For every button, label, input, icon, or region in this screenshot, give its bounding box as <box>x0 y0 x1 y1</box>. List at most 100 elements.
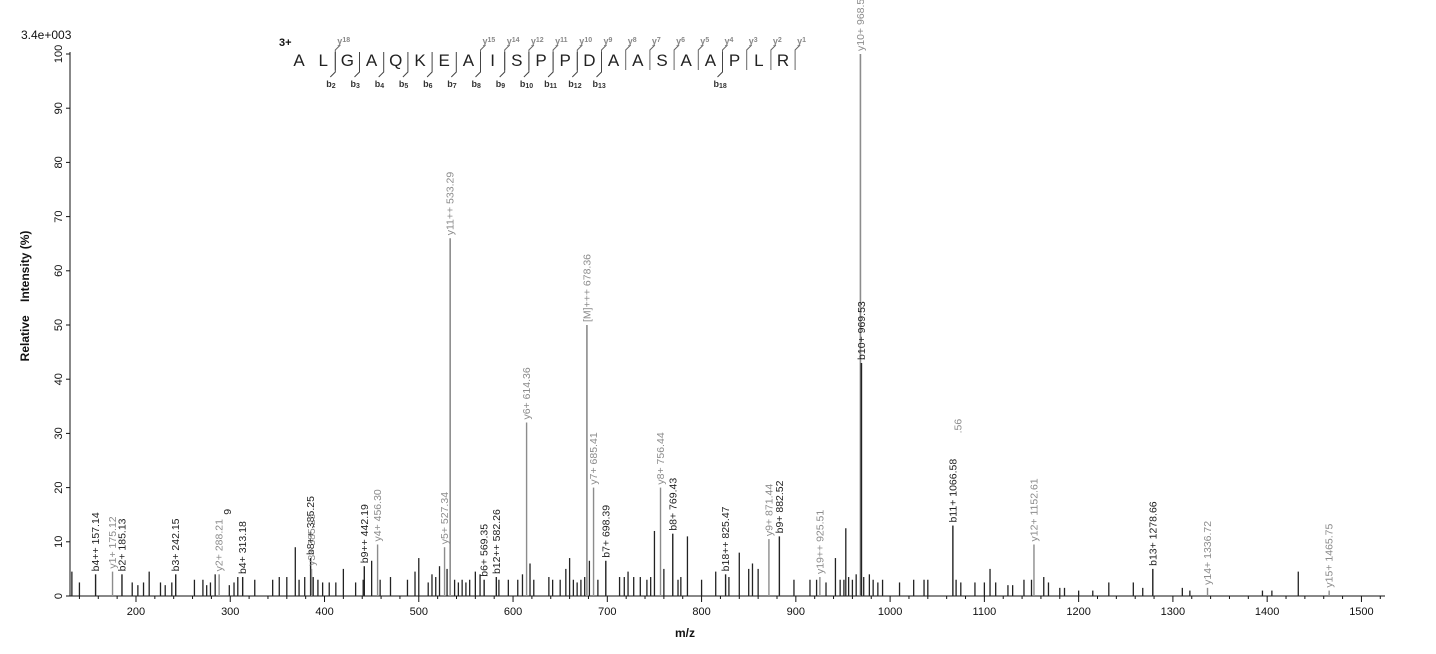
peak-label: b2+ 185.13 <box>116 518 128 571</box>
b-ion-letter: b <box>399 79 405 89</box>
x-tick-label: 1200 <box>1066 606 1090 618</box>
y-tick-label: 100 <box>53 45 65 63</box>
y-ion-marker: y9 <box>604 36 613 46</box>
b-ion-bracket <box>402 52 409 78</box>
y-ion-letter: y <box>555 36 560 46</box>
x-tick-label: 400 <box>315 606 333 618</box>
x-tick-label: 1300 <box>1161 606 1185 618</box>
y-ion-marker: y2 <box>773 36 782 46</box>
y-ion-letter: y <box>797 36 802 46</box>
y-tick-label: 30 <box>53 427 65 439</box>
y-ion-letter: y <box>579 36 584 46</box>
y-ion-number: 9 <box>609 37 613 44</box>
x-tick-label: 900 <box>787 606 805 618</box>
b-ion-letter: b <box>520 79 526 89</box>
y-ion-marker: y8 <box>628 36 637 46</box>
y-tick-label: 50 <box>53 319 65 331</box>
y-ion-number: 5 <box>705 37 709 44</box>
peak-label: b8++ 385.25 <box>305 496 317 555</box>
sequence-residue: A <box>681 51 693 70</box>
peak-label: b7+ 698.39 <box>600 505 612 558</box>
y-tick-label: 0 <box>53 593 65 599</box>
b-ion-bracket <box>717 52 723 78</box>
sequence-residue: Q <box>389 51 402 70</box>
b-ion-letter: b <box>593 79 599 89</box>
y-ion-bracket <box>552 44 559 70</box>
x-tick-label: 1400 <box>1255 606 1279 618</box>
peak-label: b4++ 157.14 <box>90 512 102 571</box>
x-tick-label: 1000 <box>878 606 902 618</box>
y-axis-ticks: 0 10 20 30 40 50 60 70 80 90 100 <box>53 45 70 599</box>
y-ion-number: 4 <box>730 37 734 44</box>
b-ion-marker: b2 <box>326 79 336 90</box>
sequence-residue: R <box>777 51 789 70</box>
b-ion-marker: b3 <box>351 79 361 90</box>
b-ion-marker: b5 <box>399 79 409 90</box>
b-ion-letter: b <box>351 79 357 89</box>
y-ion-letter: y <box>700 36 705 46</box>
peak-label: [M]+++ 678.36 <box>581 254 593 322</box>
peak-label: b8+ 769.43 <box>667 478 679 531</box>
y-ion-letter: y <box>507 36 512 46</box>
sequence-residue: A <box>293 51 305 70</box>
y-ion-letter: y <box>676 36 681 46</box>
peak-label: b12++ 582.26 <box>491 509 503 574</box>
y-ion-marker: y15 <box>483 36 496 46</box>
b-ion-marker: b6 <box>423 79 433 90</box>
charge-state-label: 3+ <box>279 37 292 49</box>
sequence-residue: S <box>656 51 667 70</box>
y-ion-bracket <box>649 44 656 70</box>
y-ion-bracket <box>722 44 728 70</box>
y-ion-number: 14 <box>512 37 520 44</box>
b-ion-number: 9 <box>501 83 505 90</box>
x-tick-label: 1500 <box>1349 606 1373 618</box>
b-ion-bracket <box>450 52 457 78</box>
y-ion-letter: y <box>725 36 730 46</box>
y-ion-number: 3 <box>754 37 758 44</box>
intensity-scale-label: 3.4e+003 <box>21 28 72 42</box>
b-ion-marker: b7 <box>447 79 457 90</box>
y-ion-letter: y <box>628 36 633 46</box>
peak-label: y14+ 1336.72 <box>1202 521 1214 585</box>
sequence-residue: L <box>318 51 327 70</box>
peak-label: b11+ 1066.58 <box>947 459 959 523</box>
y-ion-marker: y7 <box>652 36 661 46</box>
b-ion-bracket <box>378 52 385 78</box>
b-ion-bracket <box>547 52 554 78</box>
b-ion-marker: b10 <box>520 79 533 90</box>
b-ion-bracket <box>426 52 433 78</box>
y-ion-marker: y11 <box>555 36 568 46</box>
y-ion-letter: y <box>604 36 609 46</box>
y-ion-bracket <box>528 44 535 70</box>
peak-label: y4+ 456.30 <box>372 489 384 541</box>
b-ion-bracket <box>475 52 481 78</box>
b-ion-letter: b <box>544 79 550 89</box>
b-ion-number: 6 <box>429 83 433 90</box>
peak-label: y6+ 614.36 <box>521 367 533 419</box>
b-ion-marker: b4 <box>375 79 385 90</box>
y-ion-number: 8 <box>633 37 637 44</box>
y-ion-bracket <box>504 44 511 70</box>
peak-label: y10+ 968.51 <box>855 0 867 51</box>
b-ion-marker: b13 <box>593 79 606 90</box>
b-ion-bracket <box>523 52 530 78</box>
b-ion-marker: b12 <box>568 79 581 90</box>
peak-label: y11++ 533.29 <box>445 172 457 236</box>
x-tick-label: 200 <box>127 606 145 618</box>
peak-label: y2+ 288.21 <box>214 519 226 571</box>
b-ion-marker: b11 <box>544 79 557 90</box>
b-ion-letter: b <box>568 79 574 89</box>
b-ion-number: 3 <box>356 83 360 90</box>
y-ion-letter: y <box>483 36 488 46</box>
sequence-residue: L <box>754 51 763 70</box>
y-ion-letter: y <box>337 36 342 46</box>
sequence-residue: G <box>341 51 354 70</box>
x-tick-label: 800 <box>692 606 710 618</box>
y-ion-number: 6 <box>681 37 685 44</box>
peak-label-fragment: 9 <box>222 509 234 515</box>
y-ion-number: 2 <box>778 37 782 44</box>
y-ion-number: 12 <box>536 37 544 44</box>
